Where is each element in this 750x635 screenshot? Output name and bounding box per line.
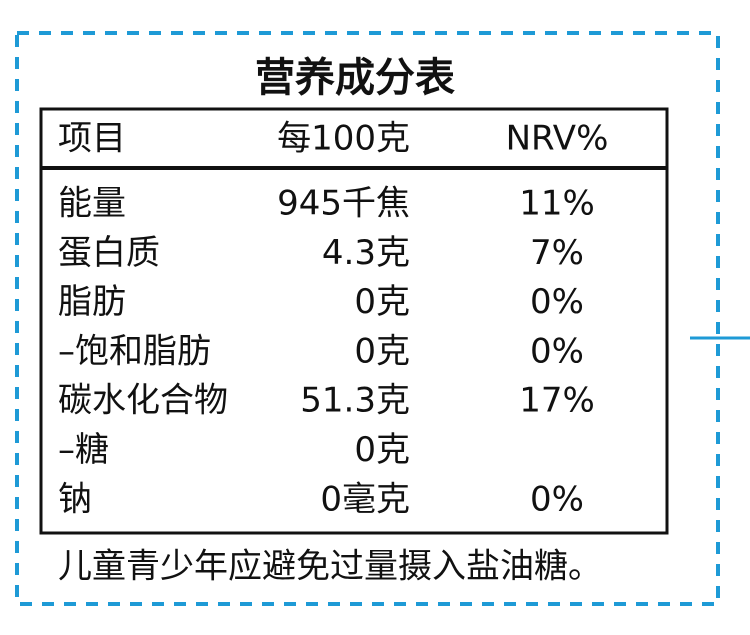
table-border [39,107,669,535]
table-cell: 51.3克 [300,381,410,421]
title: 营养成分表 [255,55,455,101]
note: 儿童青少年应避免过量摄入盐油糖。 [58,547,602,587]
header-cell: 每100克 [277,119,410,159]
table-body: 项目 每100克 NRV% 能量 945千焦 11% 蛋白质 4.3克 7% 脂肪 0克 0% –饱和脂… [58,119,608,520]
table-cell: –糖 [58,430,109,470]
table-cell: 7% [530,233,584,273]
table-cell: 0克 [354,282,410,322]
table-cell: 0% [530,282,584,322]
table-cell: 945千焦 [277,184,410,224]
table-cell: 11% [519,184,595,224]
table-cell: 脂肪 [58,282,126,322]
table-cell: 17% [519,381,595,421]
table-cell: –饱和脂肪 [58,331,211,371]
table-cell: 0% [530,331,584,371]
table-cell: 蛋白质 [58,233,160,273]
table-cell: 0克 [354,331,410,371]
table-cell: 4.3克 [322,233,410,273]
table-cell: 钠 [58,479,92,519]
header-cell: NRV% [506,119,609,159]
table-cell: 碳水化合物 [58,381,228,421]
table-cell: 0% [530,479,584,519]
table-cell: 0克 [354,430,410,470]
table-cell: 0毫克 [320,479,410,519]
table-cell: 能量 [58,184,126,224]
header-cell: 项目 [58,119,126,159]
